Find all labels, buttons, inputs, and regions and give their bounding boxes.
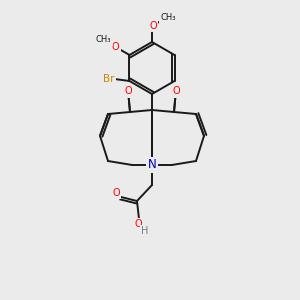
Text: O: O: [112, 42, 119, 52]
Text: O: O: [124, 86, 132, 96]
Text: H: H: [141, 226, 149, 236]
Text: O: O: [149, 21, 157, 31]
Text: O: O: [112, 188, 120, 198]
Text: O: O: [134, 219, 142, 229]
Text: CH₃: CH₃: [96, 35, 111, 44]
Text: O: O: [172, 86, 180, 96]
Text: N: N: [148, 158, 156, 172]
Text: CH₃: CH₃: [160, 13, 176, 22]
Text: Br: Br: [103, 74, 114, 84]
